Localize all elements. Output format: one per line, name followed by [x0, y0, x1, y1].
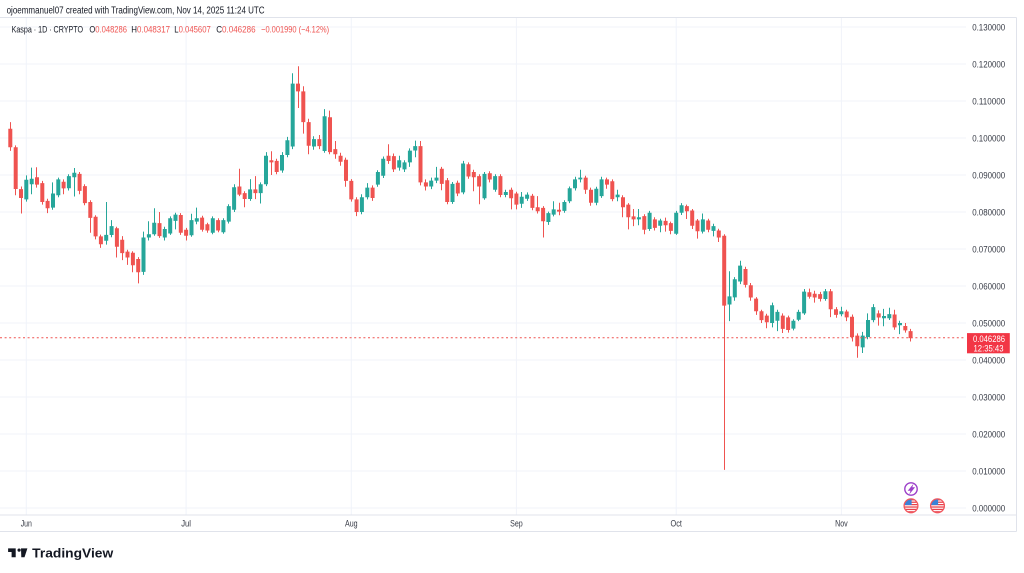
svg-text:0.060000: 0.060000	[972, 281, 1005, 292]
svg-text:0.030000: 0.030000	[972, 392, 1005, 403]
svg-text:12:35:43: 12:35:43	[974, 343, 1004, 354]
svg-text:C0.046286: C0.046286	[216, 24, 255, 35]
svg-text:Nov: Nov	[835, 518, 848, 529]
svg-text:Sep: Sep	[510, 518, 523, 529]
svg-text:0.090000: 0.090000	[972, 170, 1005, 181]
svg-text:0.120000: 0.120000	[972, 59, 1005, 70]
svg-text:Jun: Jun	[21, 518, 32, 529]
svg-text:O0.048286: O0.048286	[89, 24, 127, 35]
svg-text:0.070000: 0.070000	[972, 244, 1005, 255]
svg-text:Aug: Aug	[345, 518, 358, 529]
svg-text:Oct: Oct	[671, 518, 683, 529]
svg-text:−0.001990 (−4.12%): −0.001990 (−4.12%)	[261, 24, 329, 35]
svg-text:0.010000: 0.010000	[972, 466, 1005, 477]
svg-text:0.040000: 0.040000	[972, 355, 1005, 366]
svg-text:0.130000: 0.130000	[972, 22, 1005, 33]
svg-text:Kaspa · 1D · CRYPTO: Kaspa · 1D · CRYPTO	[12, 24, 83, 35]
svg-text:0.000000: 0.000000	[972, 503, 1005, 514]
svg-text:0.050000: 0.050000	[972, 318, 1005, 329]
svg-text:0.100000: 0.100000	[972, 133, 1005, 144]
svg-text:ojoemmanuel07 created with Tra: ojoemmanuel07 created with TradingView.c…	[7, 6, 265, 17]
svg-text:L0.045607: L0.045607	[174, 24, 211, 35]
svg-text:Jul: Jul	[181, 518, 191, 529]
svg-text:H0.048317: H0.048317	[131, 24, 170, 35]
svg-text:0.110000: 0.110000	[972, 96, 1005, 107]
svg-text:0.046286: 0.046286	[973, 334, 1005, 345]
svg-text:TradingView: TradingView	[32, 545, 114, 560]
svg-text:0.020000: 0.020000	[972, 429, 1005, 440]
svg-text:0.080000: 0.080000	[972, 207, 1005, 218]
